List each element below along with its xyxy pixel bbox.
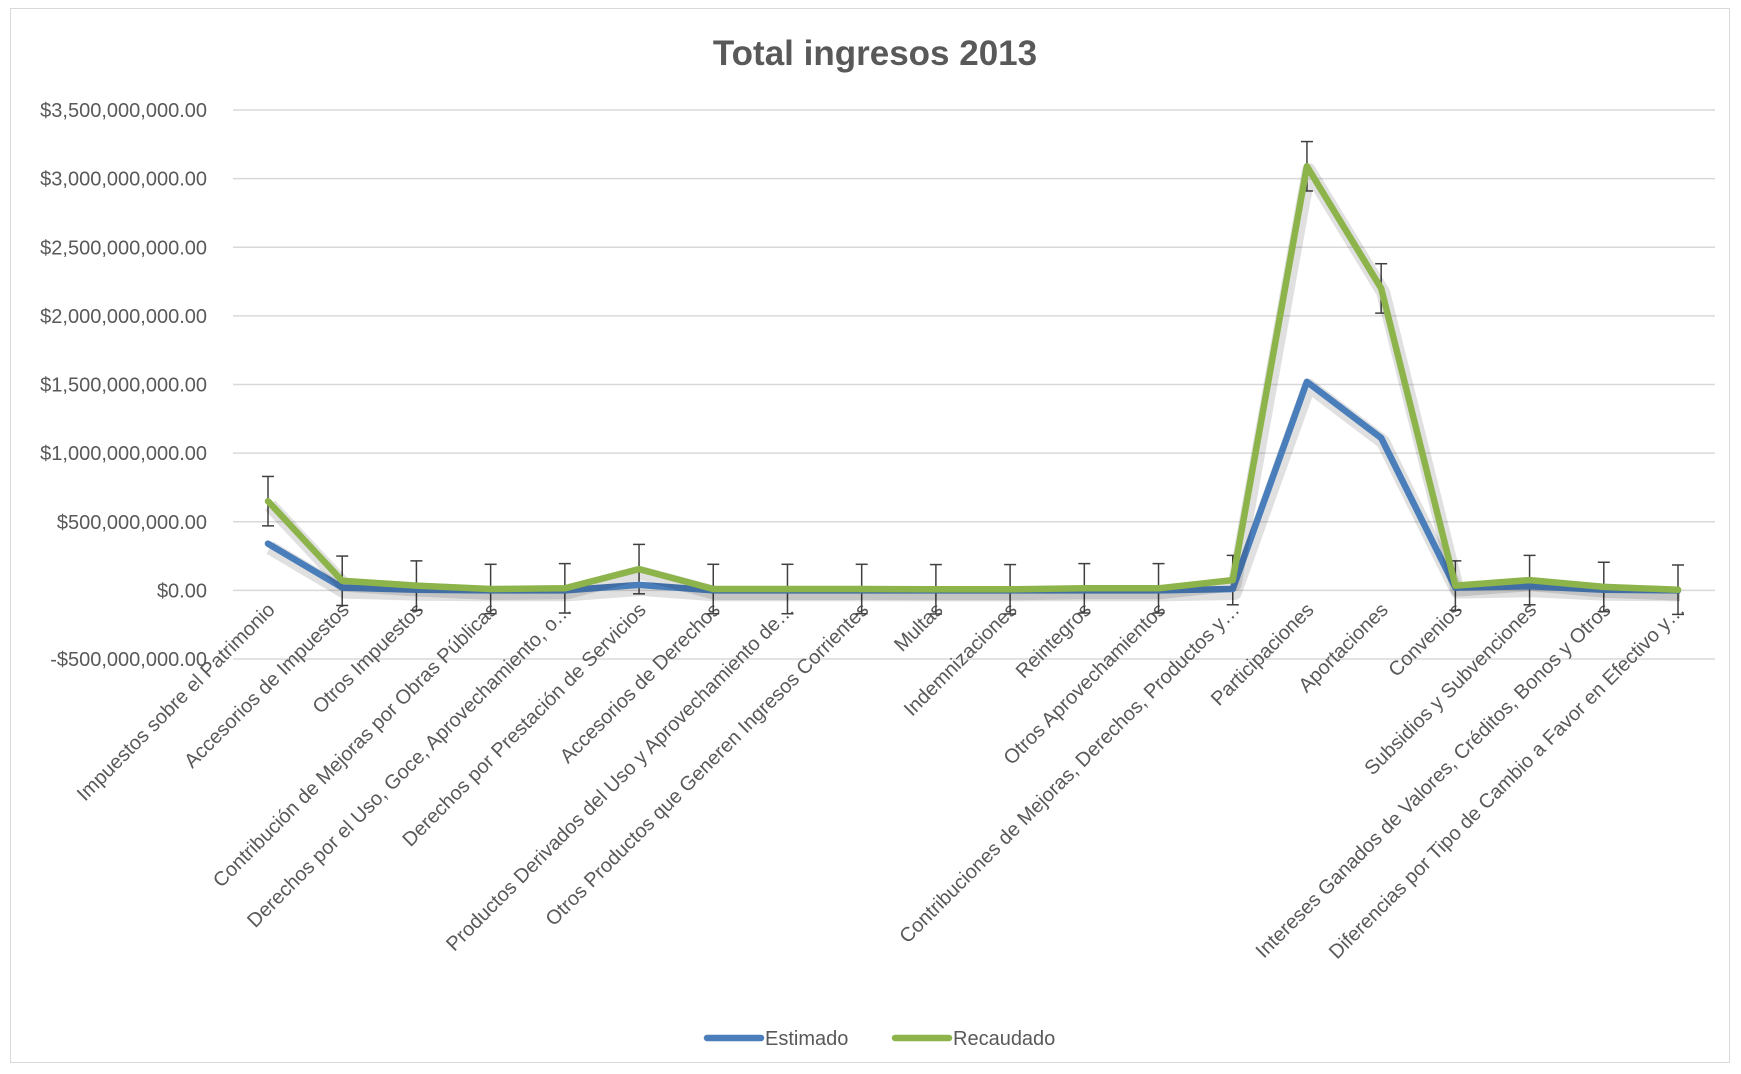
y-tick-label: $0.00: [157, 580, 207, 602]
y-axis: -$500,000,000.00 $0.00 $500,000,000.00 $1,0…: [40, 100, 207, 671]
y-tick-label: $3,500,000,000.00: [40, 100, 207, 122]
legend-label-recaudado: Recaudado: [953, 1028, 1055, 1050]
series-recaudado-shadow: [264, 163, 1681, 601]
error-bars: [262, 140, 1684, 616]
x-tick-label: Multas: [890, 599, 947, 656]
x-tick-label: Productos Derivados del Uso y Aprovecham…: [442, 599, 799, 956]
y-tick-label: $3,000,000,000.00: [40, 169, 207, 191]
gridlines: [233, 109, 1715, 660]
series-lines: [264, 163, 1682, 602]
legend-item-estimado[interactable]: Estimado: [703, 1028, 848, 1050]
legend[interactable]: Estimado Recaudado: [703, 1028, 1055, 1050]
series-estimado-line: [264, 378, 1682, 594]
y-tick-label: $2,000,000,000.00: [40, 306, 207, 328]
x-tick-label: Intereses Ganados de Valores, Créditos, …: [1252, 599, 1616, 963]
x-tick-label: Contribuciones de Mejoras, Derechos, Pro…: [895, 599, 1244, 948]
chart-title: Total ingresos 2013: [713, 34, 1037, 73]
x-tick-label: Contribución de Mejoras por Obras Públic…: [209, 599, 502, 892]
y-tick-label: $500,000,000.00: [57, 512, 207, 534]
y-tick-label: $2,500,000,000.00: [40, 237, 207, 259]
y-tick-label: -$500,000,000.00: [50, 649, 207, 671]
x-tick-label: Diferencias por Tipo de Cambio a Favor e…: [1325, 599, 1690, 964]
series-recaudado-line: [264, 163, 1682, 593]
legend-label-estimado: Estimado: [765, 1028, 848, 1050]
x-axis: Impuestos sobre el PatrimonioAccesorios …: [73, 599, 1690, 964]
y-tick-label: $1,500,000,000.00: [40, 375, 207, 397]
series-estimado-shadow: [266, 378, 1681, 602]
y-tick-label: $1,000,000,000.00: [40, 443, 207, 465]
legend-item-recaudado[interactable]: Recaudado: [891, 1028, 1055, 1050]
